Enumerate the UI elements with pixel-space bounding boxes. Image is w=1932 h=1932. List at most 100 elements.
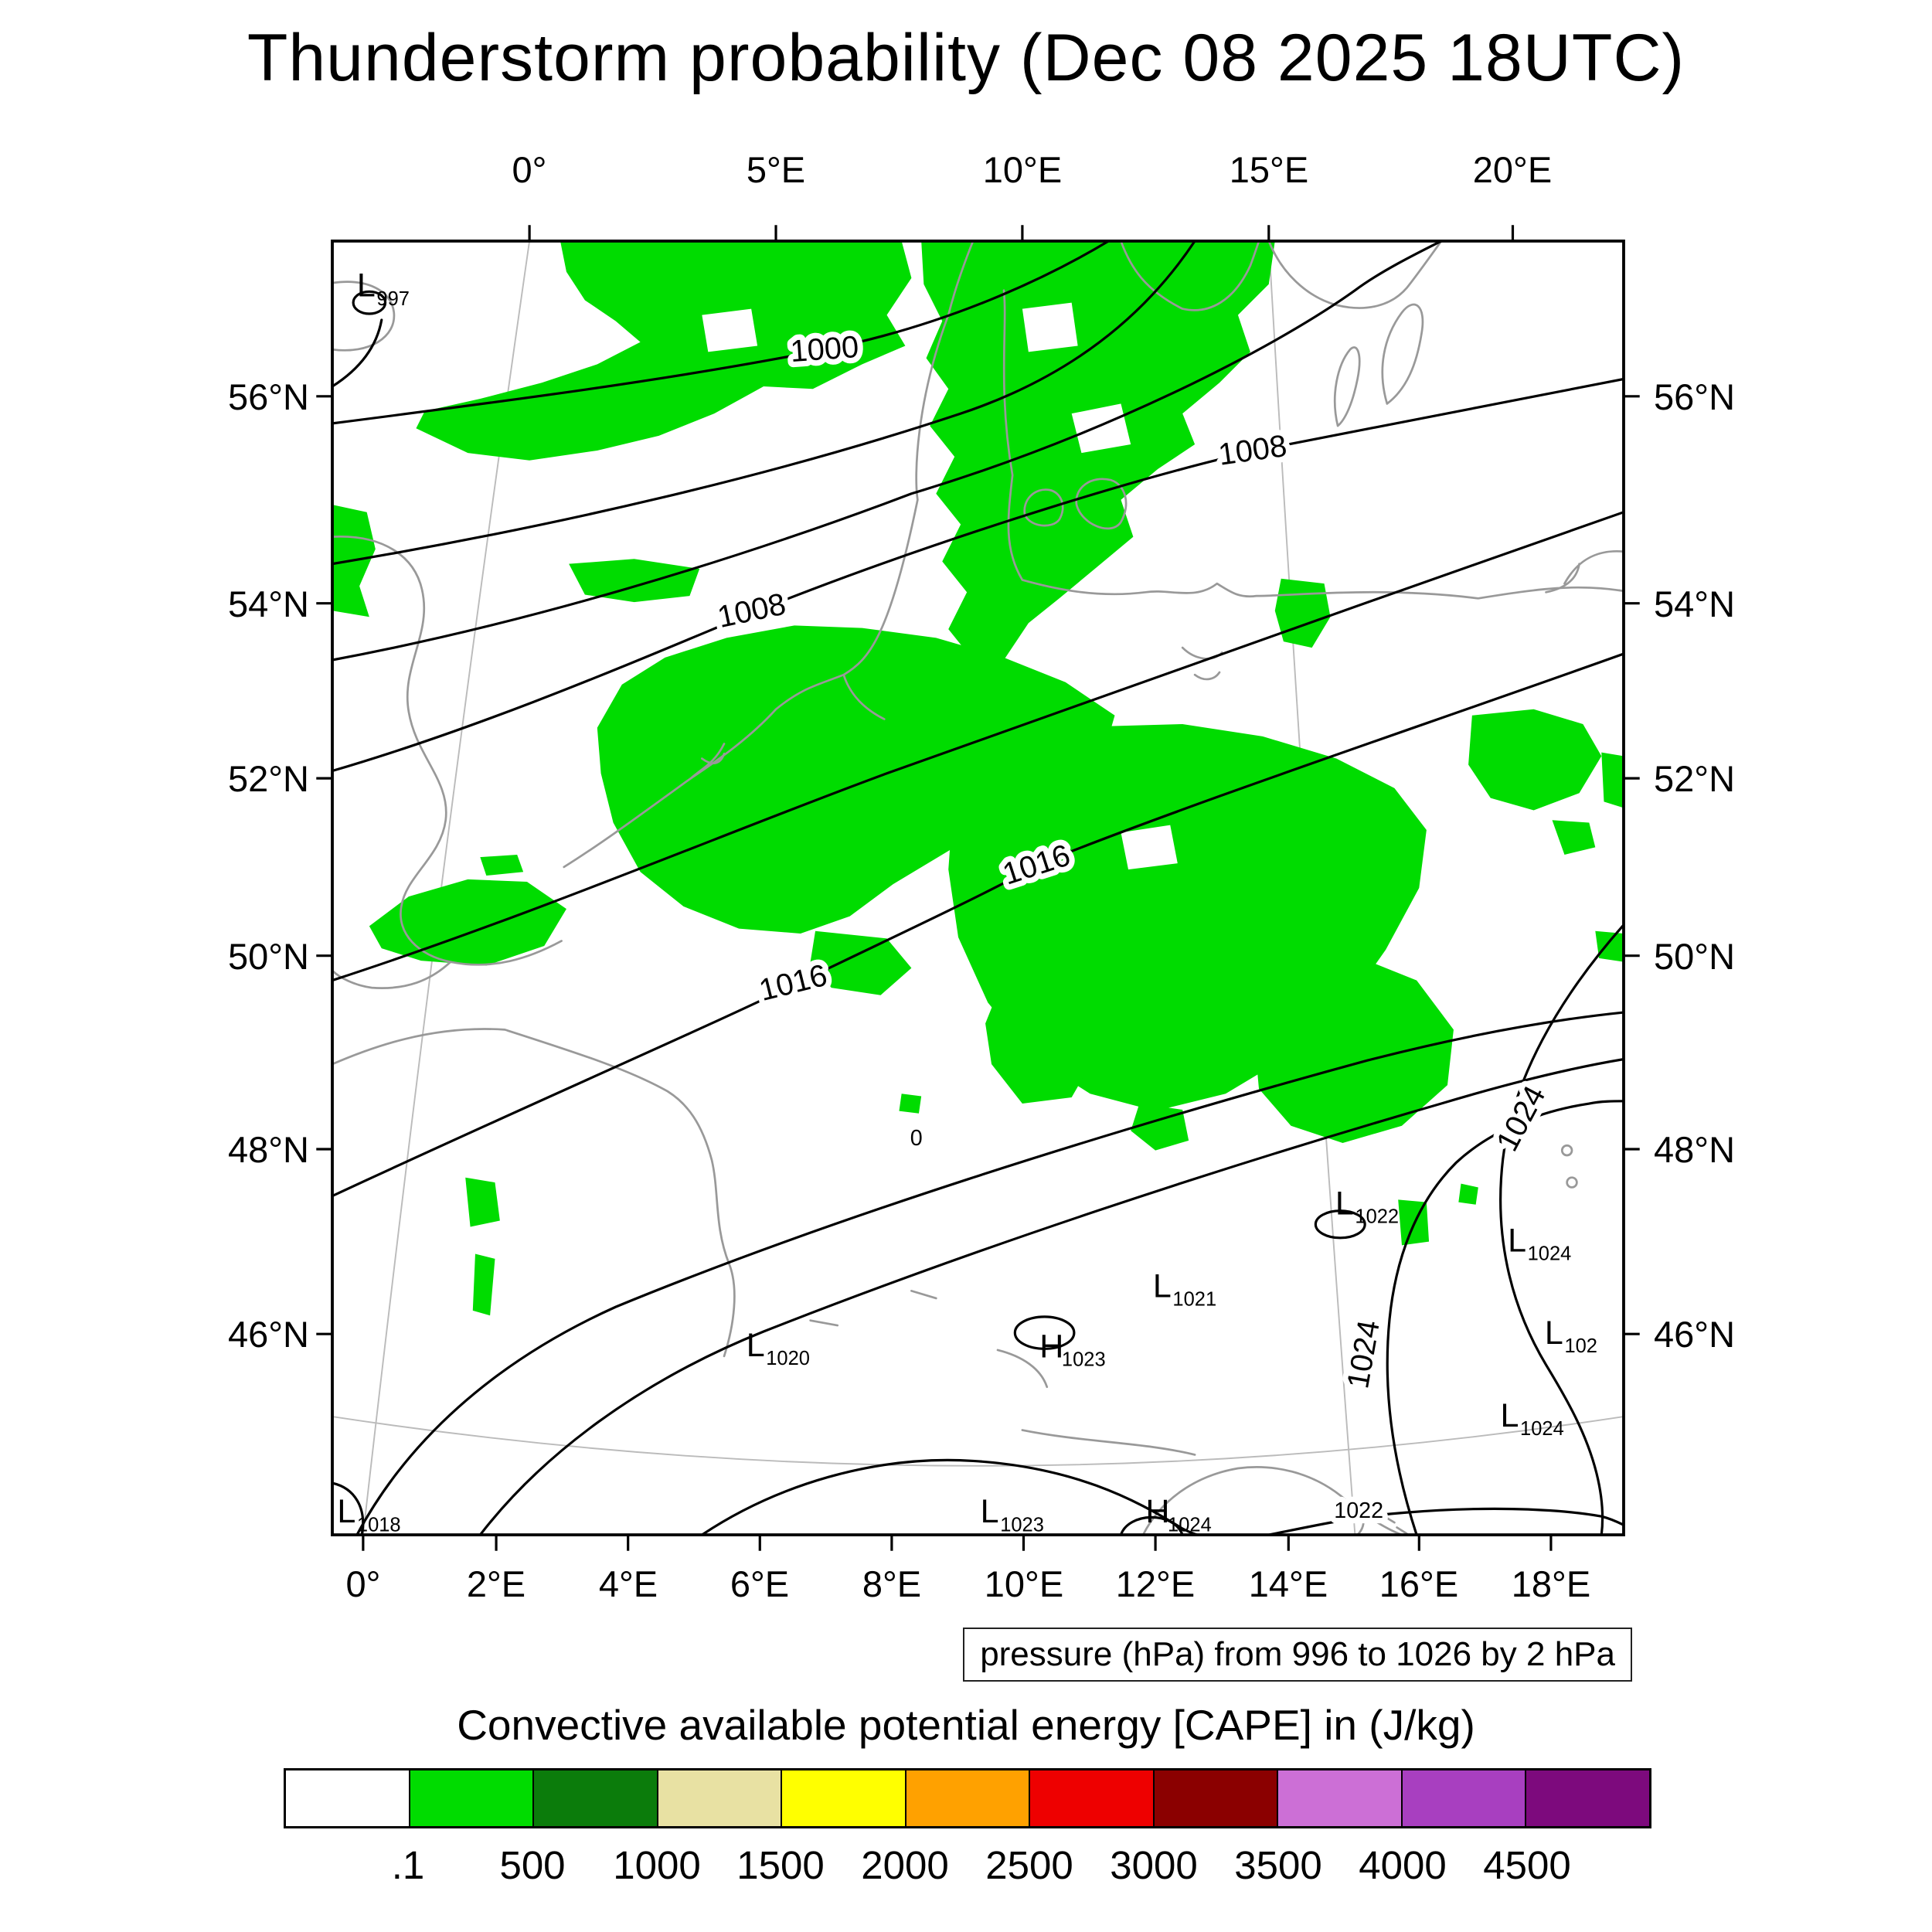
bottom-axis-tick-4: 8°E	[862, 1563, 922, 1604]
isobar-1008	[332, 377, 1624, 773]
center-value-1021: 1021	[1172, 1289, 1216, 1311]
colorbar-cell-7	[1152, 1770, 1277, 1826]
right-axis-tick-2: 52°N	[1654, 758, 1736, 799]
isobar-label-1000: 1000	[789, 330, 860, 369]
left-axis-tick-1: 54°N	[227, 583, 309, 624]
cape-region-tiny-southeast	[899, 1094, 1478, 1246]
isobar-997-ring	[352, 290, 387, 315]
axis-tick-marks	[316, 225, 1640, 1551]
coast-france	[332, 1028, 736, 1358]
colorbar-tick-8: 4000	[1359, 1843, 1447, 1887]
cape-region-small-mid-north	[569, 559, 700, 603]
colorbar-cell-5	[904, 1770, 1029, 1826]
top-axis-tick-4: 20°E	[1472, 149, 1553, 190]
center-value-1023: 1023	[1062, 1349, 1106, 1371]
cape-region-small-south	[1131, 1104, 1189, 1151]
center-letter-H1023: H	[1039, 1328, 1063, 1365]
center-value-1023b: 1023	[1000, 1514, 1044, 1536]
isobar-label-1008-a: 1008	[1216, 429, 1289, 472]
bottom-axis-tick-9: 18°E	[1511, 1563, 1591, 1604]
isobar-label-1022: 1022	[1334, 1498, 1383, 1523]
isobar-1004	[332, 240, 1196, 566]
center-letter-L1022: L	[1335, 1185, 1354, 1223]
center-value-1024-a: 1024	[1528, 1243, 1572, 1265]
isobar-1020	[478, 1058, 1624, 1536]
bottom-axis-tick-0: 0°	[345, 1563, 381, 1604]
center-value-997: 997	[376, 288, 410, 310]
cape-region-southeast-blob	[1253, 945, 1454, 1144]
center-letter-L1023: L	[981, 1493, 999, 1530]
coast-oder-lakes	[1181, 646, 1223, 681]
colorbar-tick-0: .1	[391, 1843, 425, 1887]
pressure-centers: L 997 L 1020 L 1021 H 1023 L 1022 L 1024…	[337, 267, 1597, 1536]
center-letter-H1024: H	[1145, 1493, 1169, 1530]
isobar-1000	[332, 240, 1111, 425]
bottom-axis-tick-1: 2°E	[466, 1563, 526, 1604]
colorbar-cell-1	[408, 1770, 533, 1826]
isobar-1022-left	[700, 1458, 1199, 1536]
coast-baltic-lagoons	[1545, 549, 1624, 594]
cape-region-right-edge-small	[1595, 930, 1624, 962]
bottom-axis-tick-7: 14°E	[1248, 1563, 1328, 1604]
isobar-1006	[332, 240, 1443, 662]
coast-islet-2	[1566, 1176, 1578, 1189]
top-axis-tick-1: 5°E	[746, 149, 806, 190]
cape-region-central-tongue	[810, 930, 912, 995]
colorbar-tick-7: 3500	[1234, 1843, 1322, 1887]
colorbar-tick-9: 4500	[1483, 1843, 1571, 1887]
graticule-parallel-45N	[332, 1416, 1624, 1467]
colorbar-tick-1: 500	[499, 1843, 566, 1887]
cape-region-south-arm	[985, 992, 1097, 1104]
colorbar-cell-0	[286, 1770, 409, 1826]
coast-german-bight-jutland-west	[689, 240, 975, 780]
center-letter-L1018: L	[337, 1493, 355, 1530]
center-value-1024c: 1024	[1168, 1514, 1212, 1536]
colorbar-title: Convective available potential energy [C…	[457, 1701, 1475, 1749]
isobar-1023-high-ring	[1013, 1315, 1076, 1350]
colorbar-cell-10	[1525, 1770, 1650, 1826]
coast-oland	[1333, 346, 1361, 427]
center-value-1024-b: 1024	[1520, 1418, 1564, 1440]
isobar-1016	[332, 652, 1624, 1198]
colorbar-cell-9	[1400, 1770, 1526, 1826]
cape-shading	[332, 240, 1624, 1316]
right-axis-tick-0: 56°N	[1654, 376, 1736, 417]
isobar-1022-low-ring	[1314, 1209, 1366, 1240]
center-letter-L997: L	[357, 267, 376, 304]
top-axis-tick-0: 0°	[512, 149, 547, 190]
cape-region-central-netherlands-germany	[597, 625, 1115, 934]
colorbar-tick-4: 2000	[861, 1843, 949, 1887]
colorbar-cell-3	[656, 1770, 781, 1826]
isobar-998-arc	[332, 318, 383, 388]
center-value-1018: 1018	[357, 1514, 401, 1536]
page-title: Thunderstorm probability (Dec 08 2025 18…	[247, 21, 1685, 95]
isobar-1012	[332, 511, 1624, 982]
bottom-axis-tick-3: 6°E	[730, 1563, 790, 1604]
top-axis-tick-3: 15°E	[1229, 149, 1309, 190]
isobar-label-1024-a: 1024	[1490, 1080, 1552, 1157]
center-letter-L102: L	[1545, 1315, 1563, 1352]
colorbar-cell-8	[1277, 1770, 1401, 1826]
cape-region-north-sea-band	[416, 240, 912, 461]
right-axis-tick-3: 50°N	[1654, 936, 1736, 977]
map-frame	[331, 240, 1625, 1536]
right-axis-tick-4: 48°N	[1654, 1129, 1736, 1170]
center-value-1022: 1022	[1355, 1206, 1399, 1228]
left-axis-tick-3: 50°N	[227, 936, 309, 977]
coast-alpine-lakes-po	[809, 1290, 1196, 1456]
map-svg: 1000 1008 1008 1016 1016 1024 1024 1022 …	[316, 225, 1640, 1551]
cape-region-tiny-france	[465, 1177, 500, 1316]
coast-skane	[1120, 240, 1260, 311]
cape-region-right-52N	[1468, 709, 1624, 855]
cape-colorbar	[284, 1768, 1651, 1828]
isobar-1024-inner	[1386, 1100, 1624, 1536]
isobar-label-1016-b: 1016	[756, 958, 831, 1008]
left-axis-tick-5: 46°N	[227, 1314, 309, 1355]
coast-zealand-island	[1075, 478, 1128, 530]
left-axis-tick-2: 52°N	[227, 758, 309, 799]
bottom-axis-tick-5: 10°E	[984, 1563, 1064, 1604]
pressure-caption: pressure (hPa) from 996 to 1026 by 2 hPa	[963, 1628, 1632, 1682]
coast-sweden-east	[1267, 240, 1443, 309]
isobar-1024-outer	[1499, 923, 1624, 1536]
